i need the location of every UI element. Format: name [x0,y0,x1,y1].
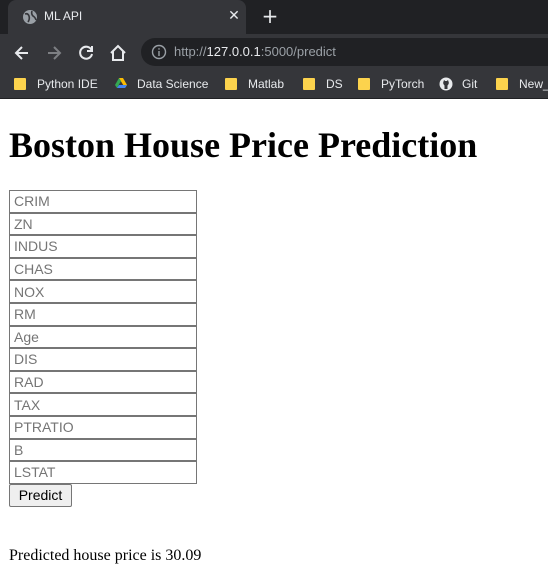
url-text: http://127.0.0.1:5000/predict [174,44,336,59]
address-bar[interactable]: http://127.0.0.1:5000/predict [141,38,548,66]
bookmarks-bar: Python IDE Data Science Matlab DS PyTorc… [0,70,548,99]
folder-icon [303,76,317,92]
bookmark-label: Data Science [137,77,209,91]
rad-input[interactable] [9,370,197,394]
back-arrow-icon[interactable] [12,43,32,63]
predict-button[interactable]: Predict [9,483,72,507]
indus-input[interactable] [9,235,197,258]
bookmark-label: New_ [519,77,548,91]
reload-icon[interactable] [76,43,96,63]
prediction-form: Predict [9,190,197,507]
page-title: Boston House Price Prediction [9,125,478,165]
lstat-input[interactable] [9,461,197,484]
bookmark-matlab[interactable]: Matlab [225,76,284,92]
url-host: 127.0.0.1 [206,44,261,59]
home-icon[interactable] [108,43,128,63]
b-input[interactable] [9,438,197,462]
bookmark-label: Python IDE [37,77,98,91]
bookmark-ds[interactable]: DS [303,76,343,92]
folder-icon [225,76,239,92]
crim-input[interactable] [9,190,197,213]
globe-icon [23,10,37,24]
bookmark-data-science[interactable]: Data Science [114,76,208,92]
folder-icon [358,76,372,92]
nox-input[interactable] [9,280,197,303]
folder-icon [14,76,28,92]
bookmark-new[interactable]: New_ [496,76,548,92]
browser-toolbar: http://127.0.0.1:5000/predict [0,34,548,70]
google-drive-icon [115,78,127,88]
bookmark-label: PyTorch [381,77,425,91]
folder-icon [496,76,510,92]
bookmark-label: Matlab [248,77,285,91]
zn-input[interactable] [9,212,197,236]
close-tab-icon[interactable]: ✕ [228,8,240,24]
chas-input[interactable] [9,257,197,281]
rm-input[interactable] [9,302,197,326]
bookmark-label: Git [462,77,478,91]
ptratio-input[interactable] [9,415,197,439]
age-input[interactable] [9,325,197,349]
browser-tab[interactable]: ML API ✕ [8,0,246,34]
tax-input[interactable] [9,393,197,416]
tab-title: ML API [44,9,83,23]
dis-input[interactable] [9,348,197,371]
bookmark-pytorch[interactable]: PyTorch [358,76,424,92]
forward-arrow-icon[interactable] [44,43,64,63]
bookmark-git[interactable]: Git [439,76,477,92]
url-path: :5000/predict [260,44,336,59]
url-scheme: http:// [174,44,207,59]
tab-strip: ML API ✕ + [0,0,548,34]
bookmark-python-ide[interactable]: Python IDE [14,76,98,92]
new-tab-icon[interactable]: + [261,4,279,28]
prediction-result: Predicted house price is 30.09 [9,547,202,564]
info-icon[interactable] [151,44,167,60]
github-icon [439,77,453,91]
bookmark-label: DS [326,77,343,91]
